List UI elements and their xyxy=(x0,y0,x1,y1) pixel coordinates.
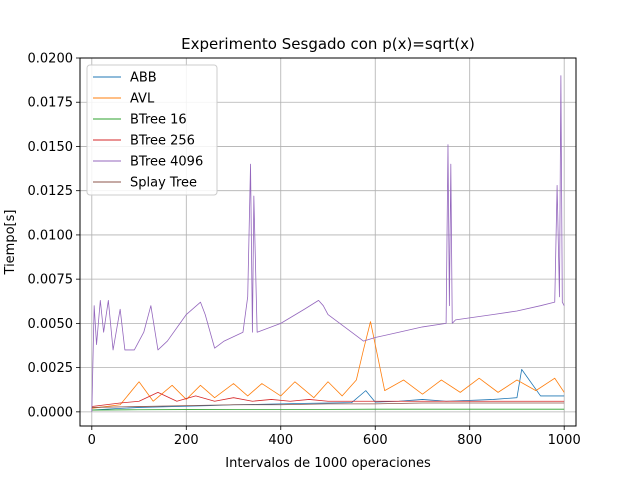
legend-label-splay-tree: Splay Tree xyxy=(130,176,197,191)
y-tick-label: 0.0200 xyxy=(28,52,74,67)
x-tick-label: 400 xyxy=(268,433,293,448)
x-tick-label: 0 xyxy=(88,433,96,448)
x-axis-label: Intervalos de 1000 operaciones xyxy=(225,456,431,471)
series-line-avl xyxy=(91,321,565,409)
series-line-btree-16 xyxy=(91,408,565,411)
y-tick-label: 0.0000 xyxy=(28,405,74,420)
plot-frame xyxy=(79,57,577,427)
x-tick-label: 600 xyxy=(363,433,388,448)
legend-label-abb: ABB xyxy=(130,71,157,86)
x-ticks: 0 200 400 600 800 1000 xyxy=(88,426,581,448)
series-line-btree-4096 xyxy=(91,75,565,412)
y-tick-label: 0.0025 xyxy=(28,361,74,376)
legend-label-btree-256: BTree 256 xyxy=(130,134,195,149)
legend: ABB AVL BTree 16 BTree 256 BTree 4096 Splay T… xyxy=(86,64,218,196)
series-line-splay-tree xyxy=(91,402,565,408)
x-tick-label: 800 xyxy=(457,433,482,448)
x-tick-label: 200 xyxy=(174,433,199,448)
series-line-btree-256 xyxy=(91,391,565,407)
y-tick-label: 0.0175 xyxy=(28,96,74,111)
y-ticks: 0.0000 0.0025 0.0050 0.0075 0.0100 0.0125 0.01… xyxy=(28,52,80,420)
chart-title: Experimento Sesgado con p(x)=sqrt(x) xyxy=(181,35,475,53)
legend-label-avl: AVL xyxy=(130,92,155,107)
series-layer xyxy=(91,75,565,412)
x-tick-label: 1000 xyxy=(548,433,581,448)
y-axis-label: Tiempo[s] xyxy=(3,210,18,276)
legend-label-btree-16: BTree 16 xyxy=(130,113,187,128)
y-tick-label: 0.0100 xyxy=(28,228,74,243)
y-tick-label: 0.0075 xyxy=(28,273,74,288)
legend-label-btree-4096: BTree 4096 xyxy=(130,155,203,170)
y-tick-label: 0.0050 xyxy=(28,317,74,332)
y-tick-label: 0.0150 xyxy=(28,140,74,155)
series-line-abb xyxy=(91,368,565,411)
y-tick-label: 0.0125 xyxy=(28,184,74,199)
